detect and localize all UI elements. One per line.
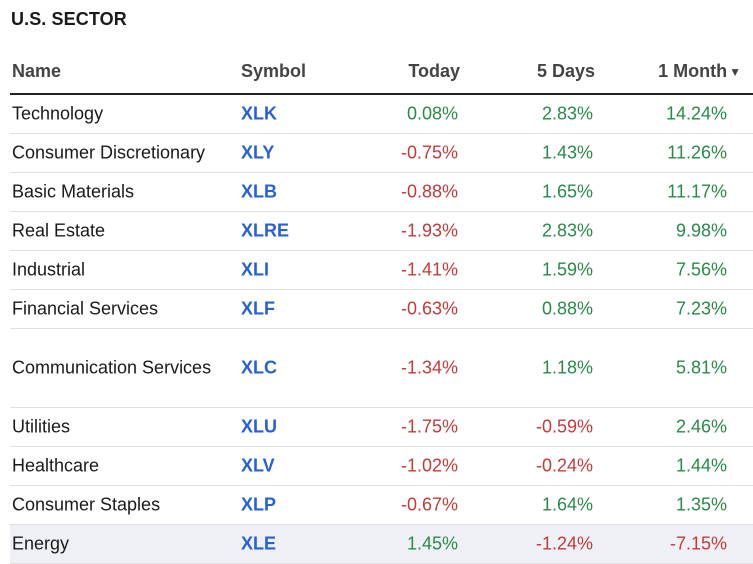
table-header: Name Symbol Today 5 Days 1 Month ▼ <box>10 55 753 95</box>
sector-name: Healthcare <box>12 455 100 476</box>
change-today: -1.41% <box>400 259 458 280</box>
section-title: U.S. SECTOR <box>11 9 127 29</box>
sector-symbol-link[interactable]: XLE <box>241 533 277 554</box>
change-5-days: -0.59% <box>535 416 593 437</box>
change-today: -0.67% <box>400 494 458 515</box>
table-row[interactable]: Consumer Staples XLP -0.67% 1.64% 1.35% <box>10 486 753 525</box>
table-row[interactable]: Real Estate XLRE -1.93% 2.83% 9.98% <box>10 212 753 251</box>
sector-symbol-link[interactable]: XLRE <box>241 220 290 241</box>
change-1-month: 14.24% <box>665 103 727 124</box>
table-row[interactable]: Energy XLE 1.45% -1.24% -7.15% <box>10 525 753 564</box>
change-5-days: -0.24% <box>535 455 593 476</box>
column-header-name[interactable]: Name <box>12 61 62 81</box>
change-5-days: 1.65% <box>541 181 593 202</box>
change-5-days: -1.24% <box>535 533 593 554</box>
table-row[interactable]: Financial Services XLF -0.63% 0.88% 7.23% <box>10 290 753 329</box>
sector-symbol-link[interactable]: XLF <box>241 298 275 319</box>
change-5-days: 1.43% <box>541 142 593 163</box>
sector-name: Communication Services <box>12 357 212 378</box>
change-1-month: 1.44% <box>675 455 727 476</box>
table-row[interactable]: Consumer Discretionary XLY -0.75% 1.43% 11.2… <box>10 134 753 173</box>
caret-down-icon: ▼ <box>729 65 741 79</box>
change-today: -0.75% <box>400 142 458 163</box>
sector-name: Consumer Staples <box>12 494 161 515</box>
change-5-days: 2.83% <box>541 220 593 241</box>
table-row[interactable]: Industrial XLI -1.41% 1.59% 7.56% <box>10 251 753 290</box>
change-1-month: 5.81% <box>675 357 727 378</box>
sector-name: Basic Materials <box>12 181 135 202</box>
change-5-days: 2.83% <box>541 103 593 124</box>
sector-symbol-link[interactable]: XLU <box>241 416 277 437</box>
table-row[interactable]: Basic Materials XLB -0.88% 1.65% 11.17% <box>10 173 753 212</box>
column-header-5-days[interactable]: 5 Days <box>536 61 595 81</box>
change-1-month: 7.56% <box>675 259 727 280</box>
change-1-month: 7.23% <box>675 298 727 319</box>
change-today: -1.75% <box>400 416 458 437</box>
change-5-days: 1.64% <box>541 494 593 515</box>
sector-symbol-link[interactable]: XLB <box>241 181 277 202</box>
change-5-days: 1.59% <box>541 259 593 280</box>
change-today: -1.34% <box>400 357 458 378</box>
change-1-month: 11.17% <box>667 181 727 202</box>
change-1-month: 2.46% <box>675 416 727 437</box>
sector-symbol-link[interactable]: XLP <box>241 494 277 515</box>
change-5-days: 0.88% <box>541 298 593 319</box>
sector-symbol-link[interactable]: XLI <box>241 259 270 280</box>
table-row[interactable]: Utilities XLU -1.75% -0.59% 2.46% <box>10 408 753 447</box>
change-today: -1.02% <box>400 455 458 476</box>
sector-symbol-link[interactable]: XLV <box>241 455 275 476</box>
change-1-month: 11.26% <box>667 142 727 163</box>
column-header-1-month-label: 1 Month <box>658 61 728 81</box>
table-row[interactable]: Communication Services XLC -1.34% 1.18% 5.81… <box>10 329 753 408</box>
change-today: -1.93% <box>400 220 458 241</box>
sector-name: Energy <box>12 533 70 554</box>
sector-name: Industrial <box>12 259 86 280</box>
column-header-1-month[interactable]: 1 Month ▼ <box>658 61 741 82</box>
sector-symbol-link[interactable]: XLC <box>241 357 277 378</box>
change-today: 0.08% <box>406 103 458 124</box>
change-1-month: 9.98% <box>675 220 727 241</box>
change-5-days: 1.18% <box>541 357 593 378</box>
sector-symbol-link[interactable]: XLK <box>241 103 277 124</box>
sector-name: Utilities <box>12 416 71 437</box>
sector-table-body: Technology XLK 0.08% 2.83% 14.24% Consumer Di… <box>10 95 753 564</box>
sector-name: Real Estate <box>12 220 106 241</box>
table-row[interactable]: Healthcare XLV -1.02% -0.24% 1.44% <box>10 447 753 486</box>
column-header-today[interactable]: Today <box>408 61 460 81</box>
column-header-symbol[interactable]: Symbol <box>241 61 307 81</box>
change-today: -0.63% <box>400 298 458 319</box>
sector-name: Consumer Discretionary <box>12 142 206 163</box>
change-today: -0.88% <box>400 181 458 202</box>
sector-name: Technology <box>12 103 104 124</box>
sector-name: Financial Services <box>12 298 159 319</box>
sector-symbol-link[interactable]: XLY <box>241 142 275 163</box>
change-1-month: 1.35% <box>675 494 727 515</box>
change-1-month: -7.15% <box>669 533 727 554</box>
table-row[interactable]: Technology XLK 0.08% 2.83% 14.24% <box>10 95 753 134</box>
change-today: 1.45% <box>406 533 458 554</box>
